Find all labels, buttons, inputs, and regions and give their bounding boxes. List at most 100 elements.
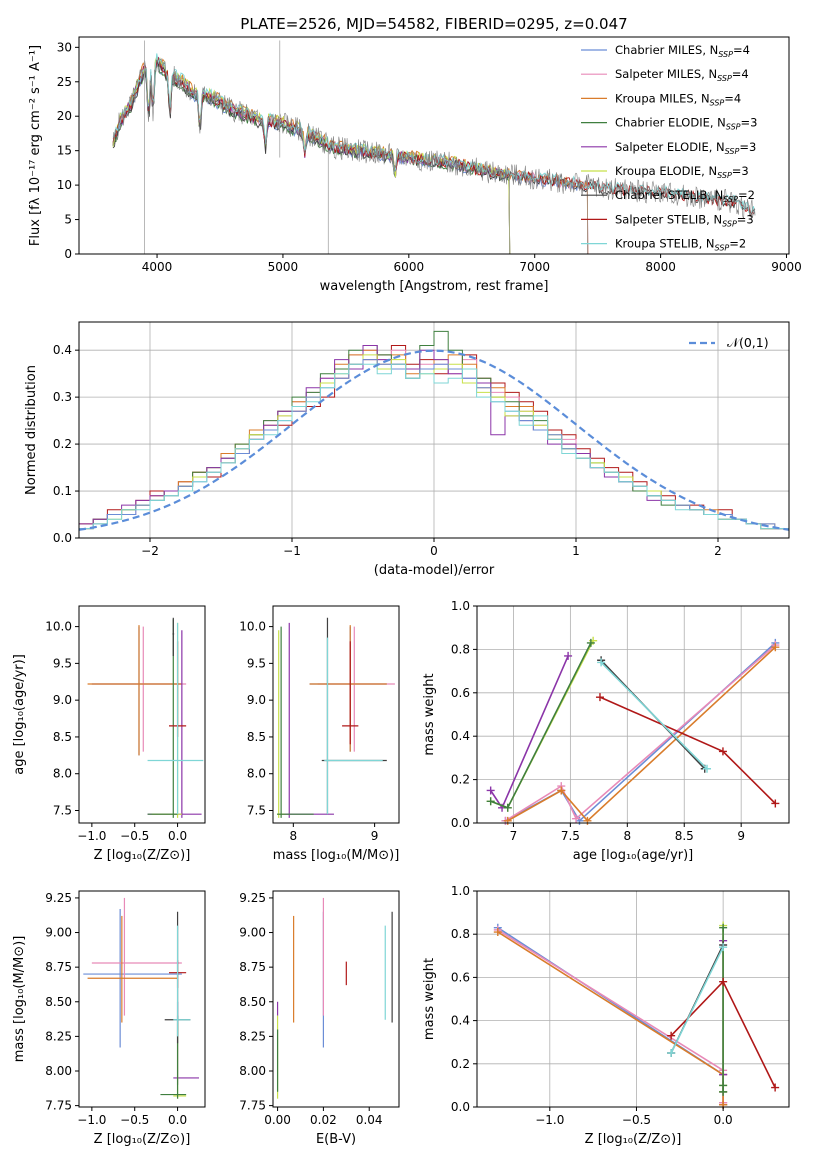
x-tick-label: −2 bbox=[141, 544, 159, 558]
weight-point-marker bbox=[771, 799, 780, 808]
x-tick-label: −0.5 bbox=[120, 1113, 149, 1127]
legend-label: 𝒩(0,1) bbox=[727, 335, 769, 350]
weight-point-marker bbox=[557, 786, 566, 795]
z-weight-panel: −1.0 −0.5 0.0 0.0 0.2 0.4 0.6 0.8 1.0 Z [log₁₀(Z/… bbox=[422, 884, 790, 1147]
y-tick-label: 8.5 bbox=[53, 730, 72, 744]
x-tick-label: 6000 bbox=[394, 260, 425, 274]
weight-point-marker bbox=[667, 1031, 676, 1040]
weight-point-marker bbox=[771, 643, 780, 652]
y-tick-label: 15 bbox=[57, 144, 72, 158]
weight-point-marker bbox=[595, 693, 604, 702]
x-tick-label: 9 bbox=[737, 829, 745, 843]
legend-label: Kroupa MILES, NSSP=4 bbox=[615, 91, 741, 107]
y-tick-label: 8.50 bbox=[239, 995, 266, 1009]
y-axis-label: mass weight bbox=[422, 673, 437, 755]
y-tick-label: 10 bbox=[57, 178, 72, 192]
weight-point-marker bbox=[719, 943, 728, 952]
y-tick-label: 8.0 bbox=[53, 767, 72, 781]
y-tick-label: 0.6 bbox=[451, 970, 470, 984]
weight-line bbox=[490, 642, 592, 809]
x-tick-label: 0.04 bbox=[356, 1113, 383, 1127]
weight-line bbox=[600, 661, 708, 770]
y-tick-label: 8.00 bbox=[239, 1064, 266, 1078]
y-tick-label: 20 bbox=[57, 109, 72, 123]
y-tick-label: 25 bbox=[57, 75, 72, 89]
x-tick-label: 0 bbox=[430, 544, 438, 558]
y-tick-label: 7.75 bbox=[239, 1099, 266, 1113]
x-tick-label: −1.0 bbox=[77, 829, 106, 843]
y-tick-label: 0.2 bbox=[451, 1057, 470, 1071]
x-axis-label: age [log₁₀(age/yr)] bbox=[573, 848, 694, 863]
weight-line bbox=[505, 644, 776, 822]
weight-point-marker bbox=[719, 923, 728, 932]
axes-frame bbox=[272, 890, 400, 1108]
legend-label: Chabrier ELODIE, NSSP=3 bbox=[615, 116, 757, 132]
weight-line bbox=[497, 931, 724, 1105]
x-tick-label: −1.0 bbox=[77, 1113, 106, 1127]
spectrum-panel: 4000 5000 6000 7000 8000 9000 0 5 10 15 20 25 30 wave… bbox=[28, 36, 802, 294]
z-mass-panel: −1.0 −0.5 0.0 7.75 8.00 8.25 8.50 8.75 9.00 9.25 Z… bbox=[12, 890, 206, 1147]
weight-point-marker bbox=[572, 814, 581, 823]
figure-title: PLATE=2526, MJD=54582, FIBERID=0295, z=0… bbox=[240, 15, 627, 33]
y-tick-label: 8.25 bbox=[239, 1029, 266, 1043]
y-tick-label: 9.25 bbox=[239, 891, 266, 905]
y-axis-label: age [log₁₀(age/yr)] bbox=[12, 654, 27, 775]
weight-point-marker bbox=[718, 747, 727, 756]
axes-frame bbox=[476, 605, 790, 824]
x-tick-label: 8000 bbox=[645, 260, 676, 274]
y-tick-label: 7.5 bbox=[53, 803, 72, 817]
y-tick-label: 9.25 bbox=[45, 891, 72, 905]
x-tick-label: 4000 bbox=[142, 260, 173, 274]
x-axis-label: Z [log₁₀(Z/Z⊙)] bbox=[94, 1132, 191, 1147]
y-tick-label: 8.5 bbox=[247, 730, 266, 744]
axes-frame bbox=[476, 890, 790, 1108]
x-axis-label: (data-model)/error bbox=[374, 563, 495, 578]
x-tick-label: 0.0 bbox=[714, 1113, 733, 1127]
y-tick-label: 10.0 bbox=[45, 620, 72, 634]
y-tick-label: 8.75 bbox=[45, 960, 72, 974]
y-tick-label: 0.0 bbox=[451, 816, 470, 830]
weight-line bbox=[490, 640, 594, 809]
histogram-step-line bbox=[79, 363, 789, 530]
axes-frame bbox=[272, 605, 400, 824]
x-tick-label: −1 bbox=[283, 544, 301, 558]
x-tick-label: 5000 bbox=[268, 260, 299, 274]
x-axis-label: E(B-V) bbox=[316, 1132, 356, 1147]
x-tick-label: 2 bbox=[714, 544, 722, 558]
age-weight-panel: 7 7.5 8 8.5 9 0.0 0.2 0.4 0.6 0.8 1.0 age [log₁₀(ag… bbox=[422, 599, 790, 863]
y-axis-label: Flux [fλ 10⁻¹⁷ erg cm⁻² s⁻¹ A⁻¹] bbox=[28, 45, 43, 246]
legend-label: Kroupa STELIB, NSSP=2 bbox=[615, 237, 746, 253]
y-axis-label: Normed distribution bbox=[24, 365, 39, 495]
weight-line bbox=[670, 946, 724, 1054]
y-tick-label: 0.8 bbox=[451, 642, 470, 656]
y-tick-label: 9.0 bbox=[53, 693, 72, 707]
weight-point-marker bbox=[503, 803, 512, 812]
legend-label: Kroupa ELODIE, NSSP=3 bbox=[615, 164, 749, 180]
x-axis-label: Z [log₁₀(Z/Z⊙)] bbox=[94, 848, 191, 863]
weight-point-marker bbox=[564, 651, 573, 660]
y-tick-label: 8.50 bbox=[45, 995, 72, 1009]
y-tick-label: 8.75 bbox=[239, 960, 266, 974]
y-tick-label: 0.6 bbox=[451, 686, 470, 700]
x-tick-label: 0.00 bbox=[264, 1113, 291, 1127]
y-tick-label: 0.2 bbox=[451, 773, 470, 787]
weight-point-marker bbox=[667, 1049, 676, 1057]
y-tick-label: 5 bbox=[64, 213, 72, 227]
axes-frame bbox=[78, 890, 206, 1108]
weight-point-marker bbox=[486, 786, 495, 795]
observed-spectrum-line bbox=[112, 58, 756, 219]
x-axis-label: mass [log₁₀(M/M⊙)] bbox=[273, 848, 400, 863]
y-tick-label: 8.00 bbox=[45, 1064, 72, 1078]
weight-line bbox=[507, 646, 776, 822]
y-tick-label: 9.00 bbox=[45, 926, 72, 940]
legend-label: Salpeter MILES, NSSP=4 bbox=[615, 67, 749, 83]
x-tick-label: 8 bbox=[623, 829, 631, 843]
x-tick-label: 7.5 bbox=[561, 829, 580, 843]
y-tick-label: 0.0 bbox=[451, 1100, 470, 1114]
x-tick-label: 0.0 bbox=[168, 1113, 187, 1127]
y-tick-label: 0.4 bbox=[451, 1014, 470, 1028]
y-tick-label: 9.5 bbox=[53, 656, 72, 670]
y-tick-label: 9.00 bbox=[239, 926, 266, 940]
weight-point-marker bbox=[486, 797, 495, 806]
